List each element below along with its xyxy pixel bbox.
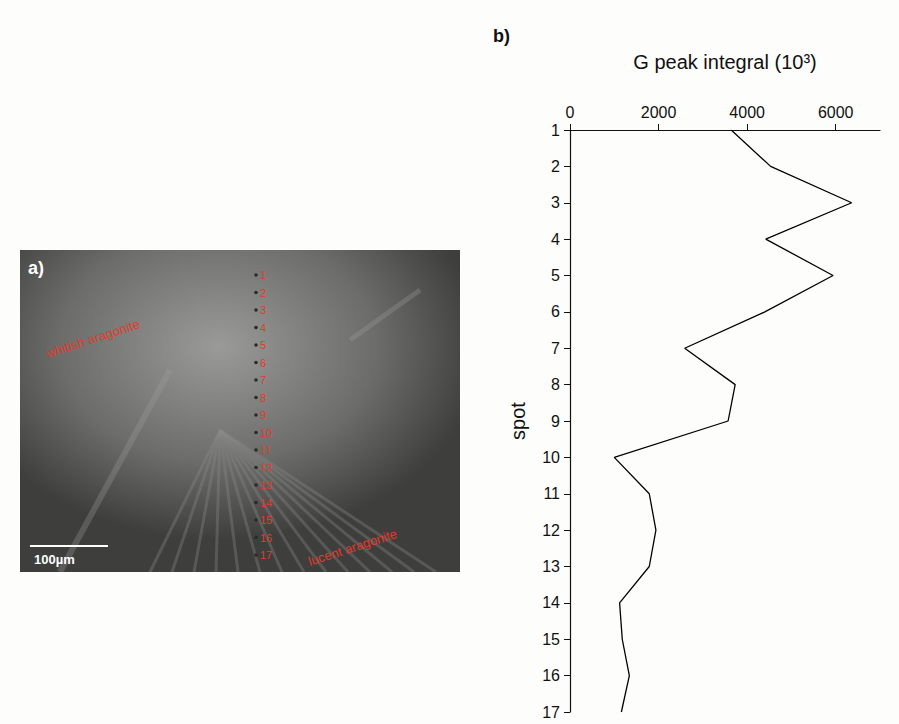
svg-text:1: 1	[260, 269, 266, 281]
svg-text:4000: 4000	[729, 104, 765, 121]
svg-text:15: 15	[260, 514, 272, 526]
svg-text:8: 8	[260, 392, 266, 404]
svg-text:12: 12	[542, 522, 560, 539]
svg-text:6000: 6000	[818, 104, 854, 121]
svg-text:2: 2	[260, 287, 266, 299]
svg-text:6: 6	[260, 357, 266, 369]
svg-text:9: 9	[551, 413, 560, 430]
svg-text:9: 9	[260, 409, 266, 421]
svg-text:10: 10	[260, 427, 272, 439]
svg-text:spot: spot	[507, 402, 529, 440]
svg-text:3: 3	[260, 304, 266, 316]
svg-text:6: 6	[551, 303, 560, 320]
svg-text:7: 7	[551, 340, 560, 357]
svg-text:14: 14	[260, 497, 272, 509]
svg-text:4: 4	[551, 231, 560, 248]
svg-text:16: 16	[542, 667, 560, 684]
svg-text:3: 3	[551, 194, 560, 211]
svg-text:17: 17	[542, 704, 560, 721]
svg-text:11: 11	[260, 444, 271, 456]
svg-text:13: 13	[260, 479, 272, 491]
svg-text:lucent aragonite: lucent aragonite	[306, 526, 399, 569]
svg-text:17: 17	[260, 549, 272, 561]
svg-text:5: 5	[551, 267, 560, 284]
svg-text:8: 8	[551, 376, 560, 393]
svg-text:b): b)	[493, 26, 510, 46]
svg-text:5: 5	[260, 339, 266, 351]
svg-text:4: 4	[260, 322, 266, 334]
svg-text:G peak integral (10³): G peak integral (10³)	[633, 51, 816, 73]
svg-text:10: 10	[542, 449, 560, 466]
svg-text:14: 14	[542, 594, 560, 611]
svg-text:2: 2	[551, 158, 560, 175]
svg-text:0: 0	[566, 104, 575, 121]
svg-text:16: 16	[260, 532, 272, 544]
svg-text:13: 13	[542, 558, 560, 575]
svg-text:a): a)	[28, 258, 44, 278]
svg-text:12: 12	[260, 462, 272, 474]
svg-text:11: 11	[543, 485, 560, 502]
svg-text:15: 15	[542, 631, 560, 648]
svg-text:7: 7	[260, 374, 266, 386]
svg-text:1: 1	[551, 122, 560, 139]
svg-text:100µm: 100µm	[34, 552, 75, 567]
svg-text:whitish aragonite: whitish aragonite	[43, 316, 141, 361]
svg-text:2000: 2000	[641, 104, 677, 121]
